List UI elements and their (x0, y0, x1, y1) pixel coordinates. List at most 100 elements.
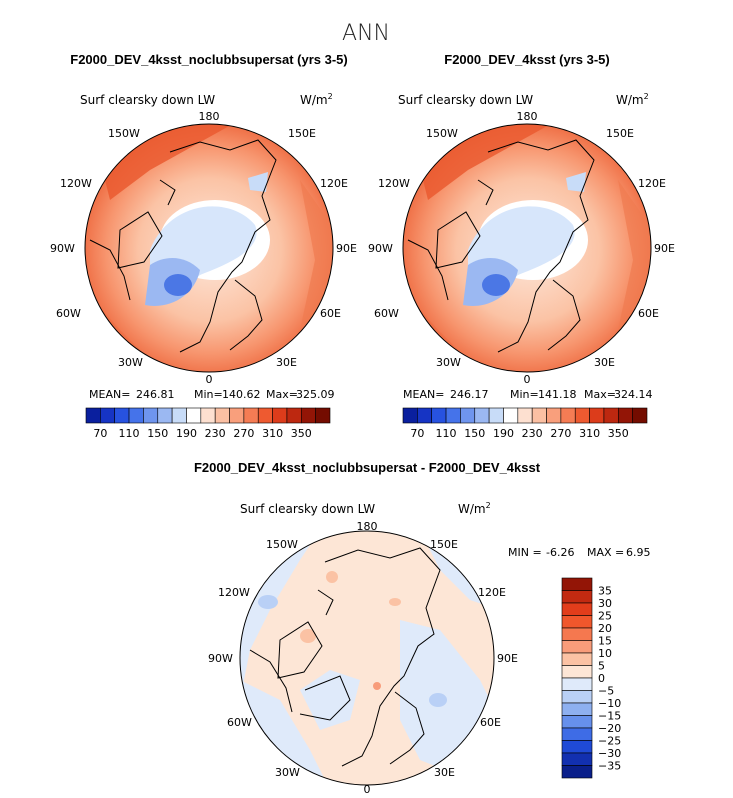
colorbar-tick-label: 70 (93, 427, 107, 440)
lon-label-120e: 120E (638, 177, 666, 190)
lon-label-30w: 30W (436, 356, 461, 369)
colorbar-swatch (546, 407, 562, 424)
lon-label-120w: 120W (60, 177, 92, 190)
colorbar-swatch (561, 627, 593, 641)
panel-3-title: F2000_DEV_4ksst_noclubbsupersat - F2000_… (194, 460, 541, 475)
colorbar-tick-label: 350 (291, 427, 312, 440)
colorbar-swatch (402, 407, 418, 424)
page-title: ANN (342, 21, 390, 46)
colorbar-tick-label: −15 (598, 710, 621, 723)
lon-label-30e: 30E (434, 766, 455, 779)
lon-label-60e: 60E (638, 307, 659, 320)
colorbar-swatch (315, 407, 331, 424)
colorbar-swatch (531, 407, 547, 424)
panel-2-map-border (402, 123, 652, 373)
colorbar-swatch (272, 407, 288, 424)
colorbar-swatch (561, 715, 593, 729)
panel-1-mean-value: 246.81 (136, 388, 175, 401)
colorbar-swatch (417, 407, 433, 424)
lon-label-90e: 90E (336, 242, 357, 255)
colorbar-tick-label: 230 (522, 427, 543, 440)
lon-label-60w: 60W (56, 307, 81, 320)
colorbar-swatch (229, 407, 245, 424)
panel-1-title: F2000_DEV_4ksst_noclubbsupersat (yrs 3-5… (70, 52, 347, 67)
colorbar-swatch (589, 407, 605, 424)
colorbar-swatch (561, 702, 593, 716)
lon-label-150e: 150E (288, 127, 316, 140)
panel-1-colorbar-ticks: 70 110 150 190 230 270 310 350 (93, 427, 311, 440)
colorbar-swatch (143, 407, 159, 424)
colorbar-swatch (617, 407, 633, 424)
lon-label-60w: 60W (227, 716, 252, 729)
colorbar-swatch (561, 677, 593, 691)
panel-2-max-value: 324.14 (614, 388, 653, 401)
colorbar-tick-label: −35 (598, 760, 621, 773)
colorbar-swatch (157, 407, 173, 424)
colorbar-tick-label: −30 (598, 747, 621, 760)
lon-label-150w: 150W (266, 538, 298, 551)
colorbar-swatch (200, 407, 216, 424)
colorbar-tick-label: 190 (176, 427, 197, 440)
lon-label-150w: 150W (108, 127, 140, 140)
panel-1-lon-labels: 180 150E 120E 90E 60E 30E 0 30W 60W 90W … (50, 110, 357, 386)
colorbar-swatch (561, 615, 593, 629)
lon-label-0: 0 (364, 783, 371, 796)
colorbar-swatch (445, 407, 461, 424)
colorbar-swatch (603, 407, 619, 424)
colorbar-swatch (560, 407, 576, 424)
colorbar-tick-label: 110 (119, 427, 140, 440)
colorbar-swatch (286, 407, 302, 424)
panel-2-map-fill (403, 124, 651, 372)
colorbar-tick-label: −25 (598, 735, 621, 748)
lon-label-0: 0 (524, 373, 531, 386)
lon-label-90w: 90W (368, 242, 393, 255)
panel-1-map-border (84, 123, 334, 373)
colorbar-swatch (561, 665, 593, 679)
colorbar-swatch (100, 407, 116, 424)
colorbar-swatch (171, 407, 187, 424)
colorbar-swatch (561, 740, 593, 754)
colorbar-tick-label: 10 (598, 647, 612, 660)
panel-2-colorbar-ticks: 70 110 150 190 230 270 310 350 (410, 427, 628, 440)
colorbar-tick-label: 190 (493, 427, 514, 440)
colorbar-swatch (561, 590, 593, 604)
colorbar-swatch (488, 407, 504, 424)
panel-3-map-fill (240, 531, 494, 785)
colorbar-swatch (561, 752, 593, 766)
lon-label-120w: 120W (378, 177, 410, 190)
colorbar-tick-label: −20 (598, 722, 621, 735)
lon-label-150w: 150W (426, 127, 458, 140)
colorbar-tick-label: 230 (205, 427, 226, 440)
panel-2-min-label: Min= (510, 388, 539, 401)
colorbar-swatch (632, 407, 648, 424)
panel-3-coastlines (249, 547, 441, 767)
panel-1-min-value: 140.62 (222, 388, 261, 401)
lon-label-30w: 30W (118, 356, 143, 369)
colorbar-swatch (128, 407, 144, 424)
colorbar-tick-label: 350 (608, 427, 629, 440)
colorbar-swatch (503, 407, 519, 424)
panel-2-variable: Surf clearsky down LW (398, 93, 533, 107)
panel-2-units: W/m2 (616, 92, 649, 107)
colorbar-tick-label: 5 (598, 660, 605, 673)
lon-label-150e: 150E (430, 538, 458, 551)
panel-1-max-value: 325.09 (296, 388, 335, 401)
colorbar-swatch (574, 407, 590, 424)
colorbar-swatch (561, 690, 593, 704)
colorbar-tick-label: 310 (262, 427, 283, 440)
colorbar-swatch (474, 407, 490, 424)
panel-3-units: W/m2 (458, 501, 491, 516)
colorbar-tick-label: 310 (579, 427, 600, 440)
lon-label-30e: 30E (276, 356, 297, 369)
colorbar-tick-label: 20 (598, 622, 612, 635)
lon-label-90w: 90W (208, 652, 233, 665)
colorbar-swatch (257, 407, 273, 424)
colorbar-swatch (561, 652, 593, 666)
panel-1-variable: Surf clearsky down LW (80, 93, 215, 107)
colorbar-swatch (561, 727, 593, 741)
colorbar-tick-label: 150 (147, 427, 168, 440)
colorbar-tick-label: −5 (598, 685, 614, 698)
panel-2-min-value: 141.18 (538, 388, 577, 401)
panel-2-coastlines (407, 139, 595, 353)
lon-label-180: 180 (357, 520, 378, 533)
